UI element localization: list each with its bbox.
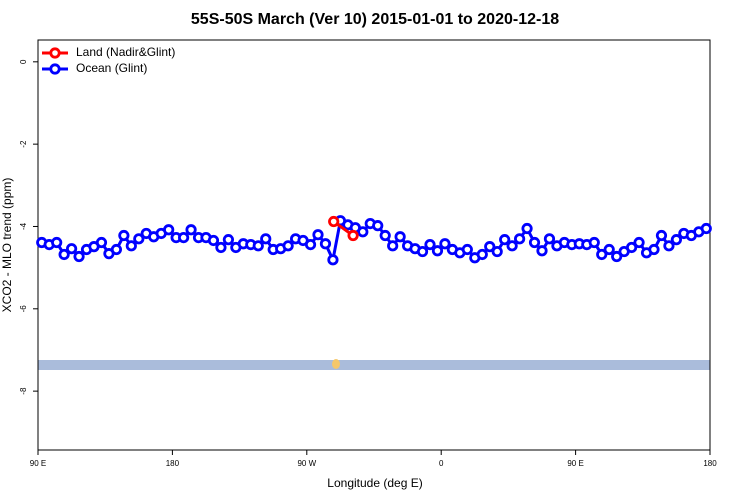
y-tick-label: -2 [19,140,28,148]
data-point [521,222,533,235]
y-tick-label: -8 [19,387,28,395]
data-point [66,243,78,255]
data-point [603,243,615,256]
data-point [207,234,220,247]
data-point [110,243,123,256]
x-tick-label: 0 [439,459,444,468]
data-point [304,238,317,251]
data-point [222,234,234,246]
data-point [260,233,272,245]
x-tick-label: 90 W [297,459,316,468]
data-point [118,229,130,242]
data-point [163,224,175,236]
data-point [133,233,145,245]
data-point [51,236,63,249]
data-point [543,233,556,245]
data-point [372,220,384,232]
data-point [461,243,473,256]
data-point [379,229,391,242]
data-point [633,236,645,249]
data-point [513,233,526,245]
data-point [655,229,668,242]
data-point [424,238,436,251]
data-point [58,248,70,261]
data-point [528,236,541,249]
x-tick-label: 180 [703,459,717,468]
data-point [588,236,600,249]
data-point [491,245,503,258]
data-point [506,240,518,252]
legend-label: Land (Nadir&Glint) [76,45,175,59]
data-point [416,245,429,258]
data-point [670,234,683,246]
coverage-band [38,360,710,370]
x-axis-label: Longitude (deg E) [327,476,422,490]
data-point [178,231,190,244]
legend-marker [49,47,61,59]
y-tick-label: 0 [19,59,28,64]
legend: Land (Nadir&Glint) Ocean (Glint) [42,45,175,75]
data-point [596,248,608,261]
data-point [95,236,108,249]
data-point [499,234,511,246]
data-point [394,231,406,243]
data-point [387,240,399,252]
legend-marker [49,63,61,75]
x-tick-label: 90 E [30,459,46,468]
y-tick-label: -4 [19,222,28,230]
data-point [215,241,227,254]
y-axis-label: XCO2 - MLO trend (ppm) [0,178,14,313]
data-point [312,229,324,241]
legend-label: Ocean (Glint) [76,61,147,75]
data-point [648,243,660,256]
data-point [125,240,137,252]
data-point [185,224,197,236]
x-tick-label: 90 E [567,459,583,468]
data-point [357,226,369,238]
data-point [625,241,638,254]
x-tick-label: 180 [166,459,180,468]
data-point [439,238,451,250]
data-point [252,240,264,252]
data-point [536,245,548,257]
data-point [484,241,496,253]
data-point [431,245,444,257]
data-point [327,254,339,266]
data-point [73,250,85,263]
coverage-spot [332,359,340,369]
data-point [611,250,623,263]
data-point [282,240,294,252]
data-point [328,215,340,228]
data-point [476,248,488,261]
data-point [347,229,359,242]
data-point [700,222,712,235]
chart-title: 55S-50S March (Ver 10) 2015-01-01 to 202… [191,11,559,28]
data-point [663,240,675,252]
y-tick-label: -6 [19,305,28,313]
data-point [319,238,332,250]
